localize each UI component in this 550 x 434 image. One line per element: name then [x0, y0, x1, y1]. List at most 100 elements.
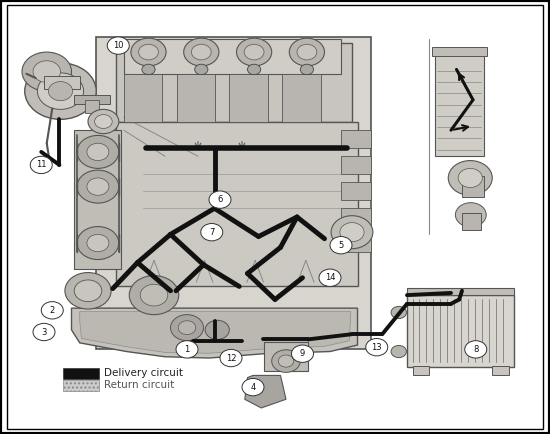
Circle shape [140, 284, 168, 306]
Polygon shape [245, 375, 286, 408]
Circle shape [77, 227, 119, 260]
Circle shape [191, 44, 211, 60]
Circle shape [33, 61, 60, 82]
Text: 14: 14 [324, 273, 336, 282]
Circle shape [30, 156, 52, 174]
Text: 9: 9 [300, 349, 305, 358]
Circle shape [297, 44, 317, 60]
Bar [412, 366, 429, 375]
Text: 4: 4 [250, 383, 256, 391]
Text: 6: 6 [217, 195, 223, 204]
Circle shape [129, 276, 179, 315]
Circle shape [278, 355, 294, 367]
Bar [116, 43, 352, 122]
Bar [124, 74, 162, 122]
Circle shape [87, 178, 109, 195]
Text: 5: 5 [338, 241, 344, 250]
Bar [74, 95, 110, 104]
Bar [341, 234, 371, 252]
Bar [85, 100, 99, 113]
Circle shape [74, 280, 102, 302]
Circle shape [205, 320, 229, 339]
Circle shape [37, 73, 84, 109]
Circle shape [248, 64, 261, 75]
Circle shape [131, 38, 166, 66]
Circle shape [176, 341, 198, 358]
Circle shape [22, 52, 72, 91]
Text: Delivery circuit: Delivery circuit [104, 368, 184, 378]
Text: 7: 7 [209, 228, 214, 237]
Bar [341, 156, 371, 174]
Circle shape [244, 44, 264, 60]
Bar [341, 182, 371, 200]
Circle shape [292, 345, 313, 362]
Text: 13: 13 [371, 343, 382, 352]
Circle shape [178, 321, 196, 335]
Circle shape [95, 115, 112, 128]
Bar [434, 52, 484, 156]
Circle shape [236, 38, 272, 66]
Circle shape [139, 44, 158, 60]
Bar [177, 74, 215, 122]
Circle shape [319, 269, 341, 286]
Circle shape [465, 341, 487, 358]
Circle shape [242, 378, 264, 396]
Circle shape [77, 135, 119, 168]
Circle shape [391, 345, 406, 358]
Circle shape [201, 224, 223, 241]
Circle shape [448, 161, 492, 195]
Text: 11: 11 [36, 161, 47, 169]
Circle shape [391, 306, 406, 319]
Circle shape [289, 38, 324, 66]
Bar [407, 295, 514, 367]
Circle shape [33, 323, 55, 341]
Bar [124, 39, 341, 74]
Polygon shape [80, 312, 351, 353]
Bar [63, 368, 99, 379]
Text: 12: 12 [226, 354, 236, 362]
Text: 10: 10 [113, 41, 124, 50]
Circle shape [331, 216, 373, 249]
Circle shape [77, 170, 119, 203]
Circle shape [366, 339, 388, 356]
Text: 1: 1 [184, 345, 190, 354]
Circle shape [41, 302, 63, 319]
Bar [407, 288, 514, 295]
Circle shape [458, 168, 482, 187]
Bar [341, 130, 371, 148]
Text: Return circuit: Return circuit [104, 380, 175, 391]
Polygon shape [72, 308, 358, 358]
Bar [264, 342, 308, 371]
Circle shape [142, 64, 155, 75]
Circle shape [209, 191, 231, 208]
Circle shape [340, 223, 364, 242]
Circle shape [87, 143, 109, 161]
Bar [229, 74, 268, 122]
Circle shape [25, 63, 96, 119]
Text: 3: 3 [41, 328, 47, 336]
Bar [492, 366, 509, 375]
Circle shape [87, 234, 109, 252]
Circle shape [300, 64, 313, 75]
Text: 2: 2 [50, 306, 55, 315]
Bar [341, 208, 371, 226]
Bar [116, 122, 358, 286]
Circle shape [170, 315, 204, 341]
Circle shape [272, 350, 300, 372]
Bar [96, 37, 371, 349]
Bar [44, 76, 80, 89]
Circle shape [184, 38, 219, 66]
Circle shape [455, 203, 486, 227]
Bar [462, 213, 481, 230]
Bar [282, 74, 321, 122]
Circle shape [330, 237, 352, 254]
Bar [74, 130, 121, 269]
Bar [462, 176, 484, 197]
Bar [432, 47, 487, 56]
Circle shape [88, 109, 119, 134]
Circle shape [48, 82, 73, 101]
Text: 8: 8 [473, 345, 478, 354]
Circle shape [220, 349, 242, 367]
Circle shape [195, 64, 208, 75]
Circle shape [107, 37, 129, 54]
